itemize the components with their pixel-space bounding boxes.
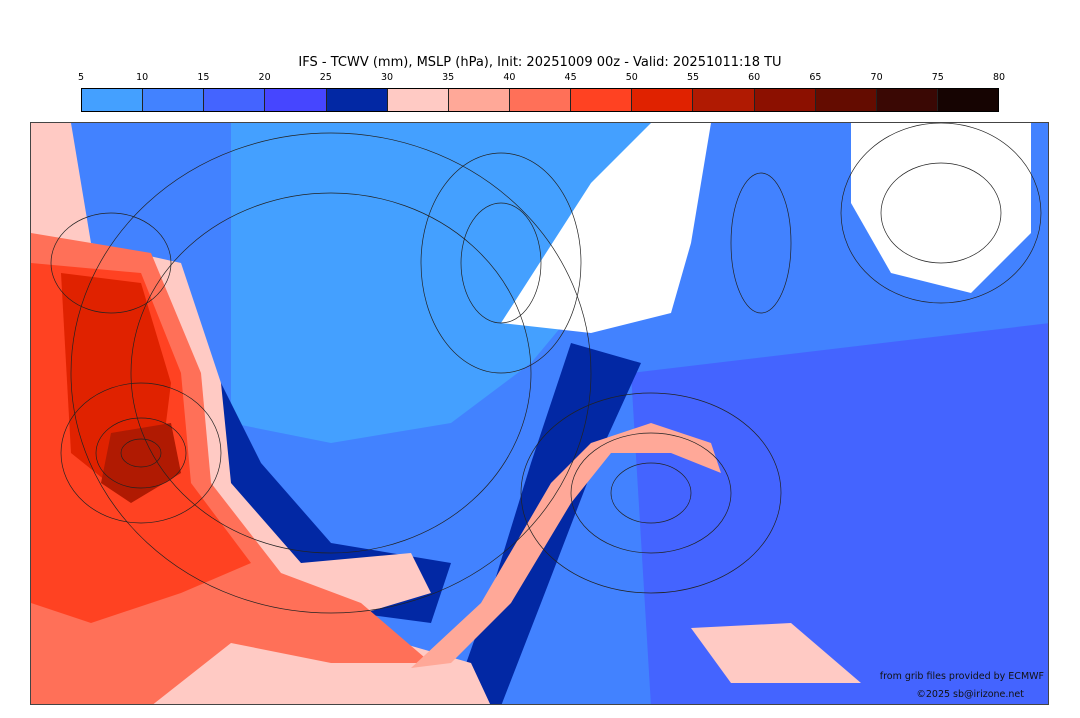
- colorbar-tick: 55: [686, 72, 700, 83]
- moist-band-lightblue: [231, 123, 651, 443]
- colorbar-swatch: [509, 89, 572, 111]
- colorbar-swatch: [876, 89, 938, 111]
- colorbar-swatch: [387, 89, 449, 111]
- colorbar-tick: 75: [931, 72, 944, 83]
- colorbar-swatch: [754, 89, 816, 111]
- weather-map: from grib files provided by ECMWF ©2025 …: [30, 122, 1049, 705]
- colorbar-swatch: [143, 89, 205, 111]
- isobars: [50, 123, 1042, 614]
- colorbar-tick: 35: [442, 72, 455, 83]
- colorbar-tick: 45: [564, 72, 577, 83]
- colorbar-swatch: [82, 89, 144, 111]
- colorbar-swatch: [632, 89, 694, 111]
- colorbar-tick: 30: [380, 72, 394, 83]
- colorbar-swatch: [265, 89, 327, 111]
- colorbar-swatch: [815, 89, 877, 111]
- greenland-dry: [501, 123, 711, 333]
- data-source-credit: from grib files provided by ECMWF: [879, 671, 1044, 682]
- colorbar-ticks: 5 10 15 20 25 30 35 40 45 50 55 60 65 70 75 80: [77, 72, 1005, 84]
- colorbar-tick: 60: [748, 72, 761, 83]
- colorbar: [81, 88, 999, 112]
- colorbar-swatch: [937, 89, 999, 111]
- colorbar-tick: 20: [258, 72, 271, 83]
- colorbar-tick: 65: [809, 72, 822, 83]
- cyclone-core: [101, 423, 181, 503]
- colorbar-swatch: [204, 89, 266, 111]
- copyright-credit: ©2025 sb@irizone.net: [916, 689, 1024, 700]
- colorbar-swatch: [448, 89, 510, 111]
- colorbar-tick: 15: [197, 72, 210, 83]
- map-title: IFS - TCWV (mm), MSLP (hPa), Init: 20251…: [298, 55, 782, 70]
- colorbar-tick: 80: [992, 72, 1006, 83]
- colorbar-tick: 40: [503, 72, 516, 83]
- colorbar-swatch: [571, 89, 633, 111]
- colorbar-tick: 10: [136, 72, 149, 83]
- colorbar-tick: 50: [625, 72, 638, 83]
- atmospheric-river: [411, 423, 721, 668]
- tcwv-field: [31, 123, 1048, 704]
- arctic-dry: [851, 123, 1031, 293]
- colorbar-swatch: [326, 89, 388, 111]
- med-moisture: [691, 623, 861, 683]
- moist-region-east: [631, 323, 1048, 704]
- colorbar-tick: 25: [319, 72, 332, 83]
- colorbar-tick: 70: [870, 72, 883, 83]
- colorbar-tick: 5: [77, 72, 85, 83]
- colorbar-swatch: [693, 89, 755, 111]
